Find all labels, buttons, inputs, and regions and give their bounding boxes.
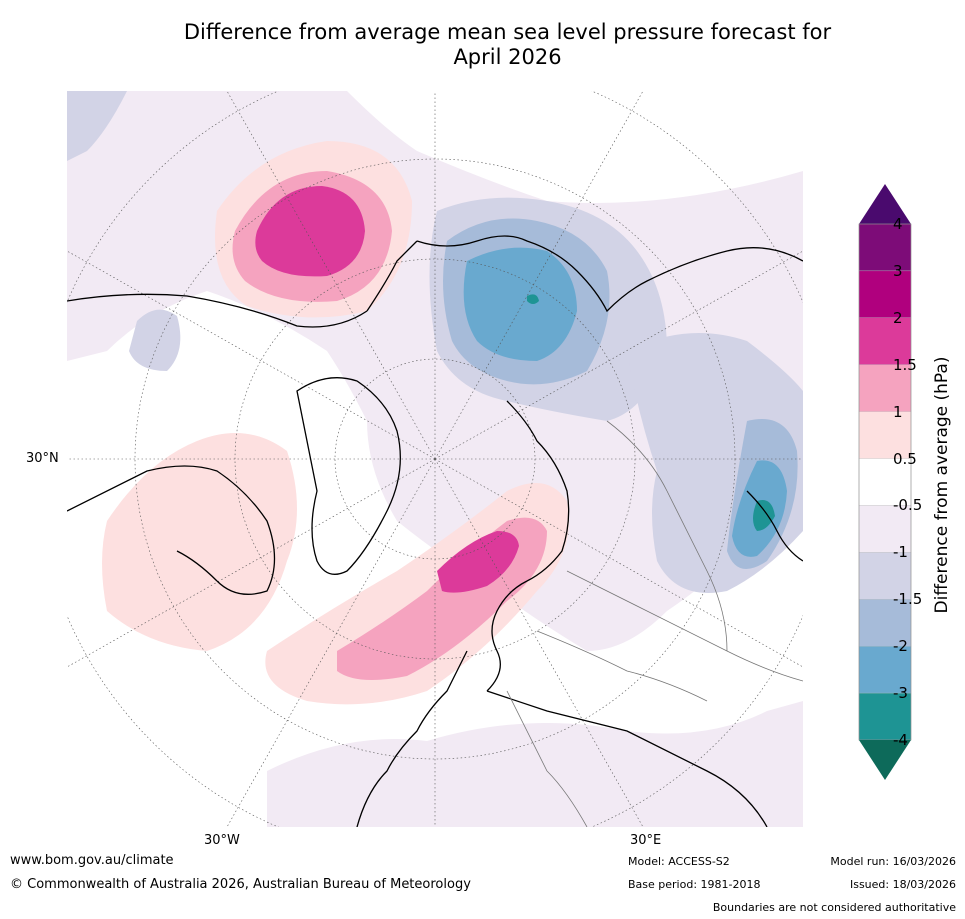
graticule bbox=[67, 91, 803, 827]
footer-copyright: © Commonwealth of Australia 2026, Austra… bbox=[10, 877, 471, 892]
colorbar-tick-label: 1 bbox=[893, 402, 903, 421]
colorbar-band bbox=[858, 364, 912, 412]
title-line-1: Difference from average mean sea level p… bbox=[183, 20, 832, 44]
lon-label-30e: 30°E bbox=[630, 833, 662, 848]
colorbar-extend-top bbox=[859, 184, 911, 224]
anomaly-fill-extreme-negative bbox=[527, 294, 775, 531]
colorbar-tick-label: 1.5 bbox=[893, 355, 917, 374]
colorbar-band bbox=[858, 505, 912, 553]
colorbar-tick-label: -4 bbox=[893, 731, 908, 749]
colorbar-band bbox=[858, 458, 912, 506]
colorbar-band bbox=[858, 270, 912, 318]
anomaly-fill-strong-positive bbox=[255, 186, 519, 593]
footer-model: Model: ACCESS-S2 bbox=[628, 855, 730, 868]
coastlines bbox=[67, 235, 803, 827]
colorbar-svg bbox=[858, 184, 912, 780]
colorbar bbox=[855, 180, 915, 790]
footer-base-period: Base period: 1981-2018 bbox=[628, 878, 761, 891]
colorbar-band bbox=[858, 223, 912, 272]
colorbar-tick-label: -1.5 bbox=[893, 590, 923, 609]
colorbar-label: Difference from average (hPa) bbox=[932, 356, 952, 614]
anomaly-map bbox=[67, 91, 803, 827]
colorbar-band bbox=[858, 317, 912, 365]
colorbar-band bbox=[858, 646, 912, 694]
colorbar-extend-bottom bbox=[859, 740, 911, 780]
colorbar-band bbox=[858, 552, 912, 600]
colorbar-tick-label: -1 bbox=[893, 543, 908, 562]
colorbar-tick-label: -0.5 bbox=[893, 496, 923, 515]
map-title: Difference from average mean sea level p… bbox=[60, 20, 955, 70]
colorbar-tick-label: 0.5 bbox=[893, 449, 917, 468]
footer-disclaimer: Boundaries are not considered authoritat… bbox=[712, 901, 956, 914]
colorbar-band bbox=[858, 411, 912, 459]
footer-model-run: Model run: 16/03/2026 bbox=[830, 855, 956, 868]
colorbar-tick-label: 4 bbox=[893, 215, 903, 233]
colorbar-tick-label: -3 bbox=[893, 684, 908, 703]
footer-url[interactable]: www.bom.gov.au/climate bbox=[10, 853, 174, 868]
map-panel bbox=[67, 91, 803, 827]
colorbar-tick-label: 3 bbox=[893, 261, 903, 280]
title-line-2: April 2026 bbox=[453, 45, 562, 69]
colorbar-band bbox=[858, 599, 912, 647]
colorbar-tick-label: 2 bbox=[893, 308, 903, 327]
lon-label-30w: 30°W bbox=[204, 833, 240, 848]
country-borders bbox=[506, 420, 803, 827]
colorbar-tick-label: -2 bbox=[893, 637, 908, 656]
footer-issued: Issued: 18/03/2026 bbox=[849, 878, 956, 891]
lat-label-30n: 30°N bbox=[26, 451, 59, 466]
